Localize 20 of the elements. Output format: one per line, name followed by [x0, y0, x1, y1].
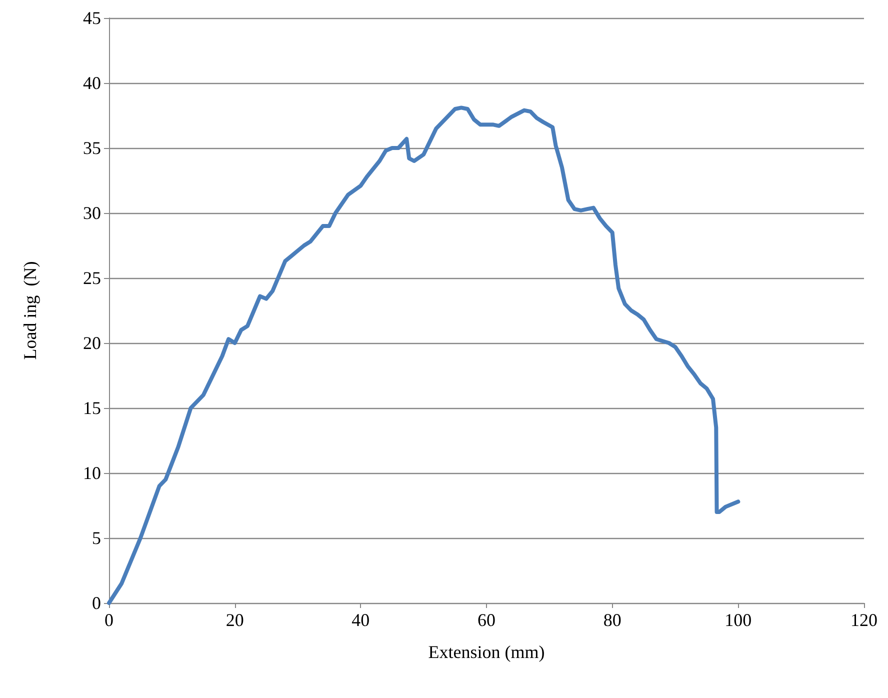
x-tick-label: 60 [478, 610, 496, 630]
x-tick-label: 120 [850, 610, 878, 630]
x-tick-label: 40 [352, 610, 370, 630]
line-series [107, 106, 740, 605]
y-tick-label: 5 [92, 528, 101, 548]
y-tick-label: 35 [83, 138, 101, 158]
y-tick-label: 40 [83, 73, 101, 93]
y-tick-label: 0 [92, 593, 101, 613]
y-tick-label: 15 [83, 398, 101, 418]
y-axis-title: Load ing (N) [20, 261, 40, 360]
x-tick-label: 100 [724, 610, 752, 630]
x-tick-label: 0 [104, 610, 114, 630]
y-tick-label: 20 [83, 333, 101, 353]
x-axis-title: Extension (mm) [428, 642, 545, 662]
y-tick-label: 25 [83, 268, 101, 288]
y-tick-label: 45 [83, 8, 101, 28]
x-tick-label: 20 [226, 610, 244, 630]
x-tick-label: 80 [603, 610, 622, 630]
y-tick-label: 10 [83, 463, 101, 483]
y-tick-label: 30 [83, 203, 101, 223]
